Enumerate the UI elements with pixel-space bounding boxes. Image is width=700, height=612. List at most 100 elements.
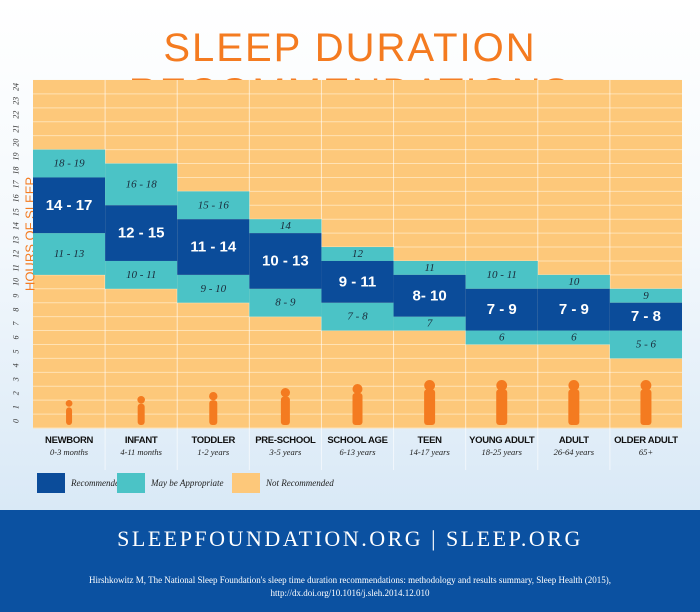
person-silhouette-icon bbox=[66, 407, 73, 425]
legend-label: Recommended bbox=[70, 478, 124, 488]
y-tick-label: 20 bbox=[12, 139, 21, 147]
category-age: 14-17 years bbox=[409, 447, 450, 457]
citation-doi: http://dx.doi.org/10.1016/j.sleh.2014.12… bbox=[270, 588, 430, 598]
appropriate-label: 10 - 11 bbox=[487, 269, 517, 281]
y-tick-label: 11 bbox=[12, 264, 21, 271]
appropriate-label: 16 - 18 bbox=[126, 178, 158, 190]
recommended-label: 7 - 9 bbox=[487, 301, 517, 318]
appropriate-label: 15 - 16 bbox=[198, 199, 230, 211]
appropriate-label: 7 bbox=[427, 318, 433, 330]
y-tick-label: 21 bbox=[12, 125, 21, 133]
person-silhouette-icon bbox=[496, 389, 508, 425]
citation-text: Hirshkowitz M, The National Sleep Founda… bbox=[88, 575, 612, 585]
person-silhouette-icon bbox=[424, 389, 436, 425]
category-label: TODDLER bbox=[191, 435, 235, 446]
appropriate-label: 8 - 9 bbox=[275, 297, 296, 309]
legend-label: Not Recommended bbox=[265, 478, 334, 488]
recommended-band bbox=[321, 260, 394, 303]
appropriate-label: 11 bbox=[425, 262, 435, 274]
y-tick-label: 15 bbox=[12, 208, 21, 216]
y-tick-label: 22 bbox=[12, 111, 21, 119]
category-age: 26-64 years bbox=[554, 447, 595, 457]
recommended-band bbox=[393, 274, 466, 317]
y-tick-label: 13 bbox=[12, 236, 21, 244]
recommended-band bbox=[33, 177, 106, 234]
category-age: 18-25 years bbox=[482, 447, 523, 457]
category-label: NEWBORN bbox=[45, 435, 93, 446]
person-silhouette-icon bbox=[568, 380, 580, 391]
person-silhouette-icon bbox=[424, 380, 436, 391]
appropriate-band bbox=[177, 191, 250, 220]
sleep-chart: 0123456789101112131415161718192021222324… bbox=[12, 79, 682, 493]
appropriate-band bbox=[105, 260, 178, 289]
citation: Hirshkowitz M, The National Sleep Founda… bbox=[0, 574, 700, 600]
appropriate-label: 10 - 11 bbox=[126, 269, 156, 281]
category-age: 3-5 years bbox=[268, 447, 302, 457]
y-tick-label: 9 bbox=[12, 294, 21, 298]
appropriate-label: 6 bbox=[571, 332, 577, 344]
category-label: PRE-SCHOOL bbox=[255, 435, 316, 446]
recommended-band bbox=[105, 205, 178, 261]
y-tick-label: 0 bbox=[12, 419, 21, 423]
appropriate-label: 12 bbox=[352, 248, 364, 260]
recommended-label: 8- 10 bbox=[413, 287, 447, 304]
person-silhouette-icon bbox=[280, 396, 290, 425]
appropriate-band bbox=[33, 233, 106, 275]
recommended-label: 10 - 13 bbox=[262, 252, 309, 269]
y-tick-label: 1 bbox=[12, 405, 21, 409]
appropriate-band bbox=[249, 288, 322, 317]
appropriate-band bbox=[33, 149, 106, 178]
y-tick-label: 18 bbox=[12, 166, 21, 174]
legend-swatch bbox=[117, 473, 145, 493]
person-silhouette-icon bbox=[496, 380, 508, 391]
recommended-band bbox=[465, 288, 538, 331]
y-tick-label: 12 bbox=[12, 250, 21, 258]
person-silhouette-icon bbox=[65, 400, 73, 407]
recommended-label: 11 - 14 bbox=[190, 239, 237, 256]
appropriate-band bbox=[465, 330, 538, 345]
website-links: SLEEPFOUNDATION.ORG | SLEEP.ORG bbox=[117, 526, 583, 551]
appropriate-label: 9 - 10 bbox=[200, 283, 226, 295]
appropriate-band bbox=[609, 288, 682, 303]
recommended-label: 12 - 15 bbox=[118, 225, 165, 242]
category-age: 0-3 months bbox=[50, 447, 89, 457]
recommended-band bbox=[609, 302, 682, 331]
y-tick-label: 16 bbox=[12, 194, 21, 202]
person-silhouette-icon bbox=[568, 389, 580, 425]
y-tick-label: 2 bbox=[12, 391, 21, 395]
category-label: INFANT bbox=[125, 435, 158, 446]
y-tick-label: 23 bbox=[12, 97, 21, 105]
category-label: YOUNG ADULT bbox=[469, 435, 535, 446]
appropriate-band bbox=[537, 274, 610, 289]
person-silhouette-icon bbox=[137, 396, 145, 404]
footer: SLEEPFOUNDATION.ORG | SLEEP.ORG Hirshkow… bbox=[0, 510, 700, 612]
person-silhouette-icon bbox=[640, 380, 652, 391]
category-age: 65+ bbox=[639, 447, 653, 457]
recommended-label: 7 - 8 bbox=[631, 308, 661, 325]
appropriate-band bbox=[177, 274, 250, 303]
appropriate-label: 10 bbox=[568, 276, 580, 288]
appropriate-band bbox=[249, 219, 322, 234]
category-age: 6-13 years bbox=[339, 447, 376, 457]
recommended-band bbox=[249, 233, 322, 289]
y-tick-label: 17 bbox=[12, 179, 21, 188]
appropriate-band bbox=[609, 330, 682, 359]
appropriate-label: 11 - 13 bbox=[54, 248, 85, 260]
y-tick-label: 3 bbox=[12, 377, 21, 382]
recommended-label: 7 - 9 bbox=[559, 301, 589, 318]
person-silhouette-icon bbox=[640, 389, 652, 425]
y-tick-label: 6 bbox=[12, 336, 21, 340]
y-tick-label: 24 bbox=[12, 83, 21, 91]
legend-swatch bbox=[232, 473, 260, 493]
recommended-band bbox=[537, 288, 610, 331]
y-tick-label: 7 bbox=[12, 321, 21, 326]
appropriate-band bbox=[465, 260, 538, 289]
person-silhouette-icon bbox=[209, 400, 218, 425]
category-label: ADULT bbox=[559, 435, 589, 446]
person-silhouette-icon bbox=[352, 393, 363, 425]
appropriate-label: 5 - 6 bbox=[636, 338, 657, 350]
appropriate-band bbox=[105, 163, 178, 206]
category-age: 1-2 years bbox=[197, 447, 230, 457]
y-tick-label: 10 bbox=[12, 278, 21, 286]
appropriate-band bbox=[321, 302, 394, 331]
